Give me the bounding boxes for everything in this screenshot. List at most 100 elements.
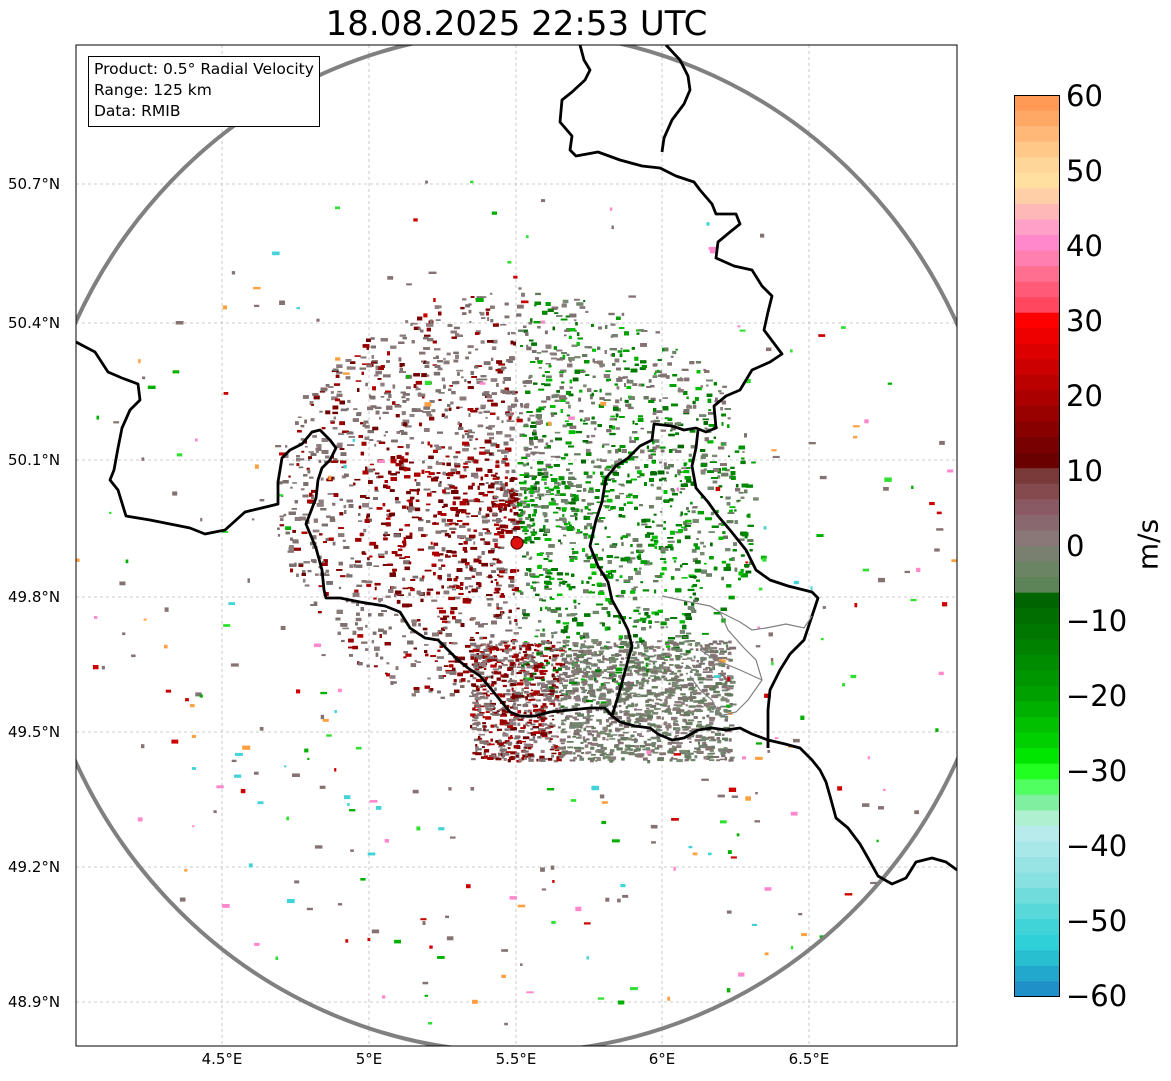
echo-pixel <box>573 319 577 322</box>
echo-pixel <box>640 427 645 430</box>
echo-pixel <box>489 436 494 440</box>
echo-pixel <box>583 535 588 539</box>
echo-pixel <box>576 490 582 492</box>
echo-pixel <box>610 569 617 573</box>
echo-pixel <box>614 556 620 559</box>
echo-pixel <box>700 455 706 460</box>
echo-pixel <box>643 518 651 523</box>
echo-pixel <box>621 312 625 316</box>
echo-pixel <box>486 594 493 597</box>
echo-pixel <box>433 371 441 376</box>
echo-pixel <box>675 348 678 351</box>
echo-pixel <box>672 448 678 451</box>
echo-pixel <box>713 436 716 439</box>
echo-pixel <box>491 504 495 508</box>
echo-pixel <box>394 404 402 408</box>
echo-pixel <box>485 482 489 484</box>
echo-pixel <box>688 458 695 463</box>
echo-pixel <box>606 498 613 503</box>
echo-pixel <box>395 471 400 474</box>
echo-pixel <box>437 615 440 618</box>
echo-pixel <box>543 383 551 387</box>
echo-pixel <box>465 500 469 504</box>
echo-pixel <box>551 690 559 694</box>
echo-pixel <box>380 396 385 398</box>
echo-pixel <box>441 413 446 417</box>
echo-pixel <box>403 651 408 654</box>
echo-pixel <box>392 571 396 574</box>
echo-pixel <box>656 410 663 413</box>
echo-pixel <box>504 524 509 529</box>
echo-pixel <box>430 541 433 545</box>
echo-pixel <box>663 347 669 352</box>
echo-pixel <box>589 487 594 492</box>
echo-pixel <box>700 541 705 545</box>
echo-pixel <box>467 528 471 532</box>
echo-pixel <box>624 460 628 464</box>
echo-pixel <box>639 639 645 643</box>
echo-pixel <box>339 421 345 426</box>
echo-pixel <box>606 536 611 538</box>
echo-pixel <box>521 664 525 669</box>
echo-pixel <box>667 362 672 366</box>
echo-pixel <box>604 467 607 471</box>
echo-pixel <box>608 312 615 316</box>
echo-pixel <box>738 499 741 502</box>
echo-pixel <box>285 445 288 448</box>
echo-pixel <box>473 447 477 450</box>
echo-pixel <box>433 514 437 518</box>
echo-pixel <box>405 452 409 456</box>
echo-pixel <box>427 492 432 497</box>
echo-pixel <box>329 518 336 522</box>
echo-pixel <box>331 370 339 373</box>
echo-pixel <box>544 481 547 485</box>
echo-pixel <box>554 431 561 434</box>
echo-pixel <box>490 547 496 552</box>
echo-pixel <box>541 678 545 682</box>
echo-pixel <box>496 581 499 586</box>
echo-pixel <box>475 348 479 351</box>
echo-pixel <box>453 584 458 587</box>
echo-pixel <box>504 568 508 572</box>
echo-pixel <box>445 671 451 674</box>
echo-pixel <box>386 391 391 394</box>
echo-pixel <box>490 474 496 477</box>
echo-pixel <box>373 565 380 567</box>
echo-pixel <box>571 508 578 512</box>
echo-pixel <box>562 534 567 537</box>
echo-pixel <box>396 431 400 434</box>
echo-pixel <box>556 358 564 361</box>
echo-pixel <box>288 475 291 478</box>
echo-pixel <box>587 512 594 515</box>
echo-pixel <box>480 312 485 316</box>
echo-pixel <box>574 453 581 456</box>
echo-pixel <box>515 622 518 626</box>
echo-pixel <box>525 487 529 491</box>
echo-pixel <box>318 555 322 560</box>
echo-pixel <box>700 469 706 474</box>
echo-pixel <box>668 433 675 437</box>
echo-pixel <box>444 620 451 624</box>
echo-pixel <box>681 467 688 470</box>
echo-pixel <box>654 646 659 648</box>
echo-pixel <box>524 532 528 535</box>
echo-pixel <box>551 568 558 571</box>
echo-pixel <box>340 575 346 578</box>
echo-pixel <box>454 596 461 600</box>
echo-pixel <box>415 380 422 385</box>
echo-pixel <box>423 428 430 432</box>
echo-pixel <box>319 390 326 393</box>
echo-pixel <box>443 360 450 365</box>
echo-pixel <box>338 533 345 537</box>
echo-pixel <box>455 510 461 514</box>
echo-pixel <box>353 563 357 568</box>
echo-pixel <box>640 383 645 387</box>
echo-pixel <box>479 311 482 314</box>
echo-pixel <box>325 410 331 415</box>
echo-pixel <box>575 430 583 434</box>
echo-pixel <box>681 577 688 579</box>
echo-pixel <box>748 561 753 565</box>
echo-pixel <box>735 484 739 488</box>
echo-pixel <box>688 574 695 577</box>
echo-pixel <box>481 636 487 640</box>
